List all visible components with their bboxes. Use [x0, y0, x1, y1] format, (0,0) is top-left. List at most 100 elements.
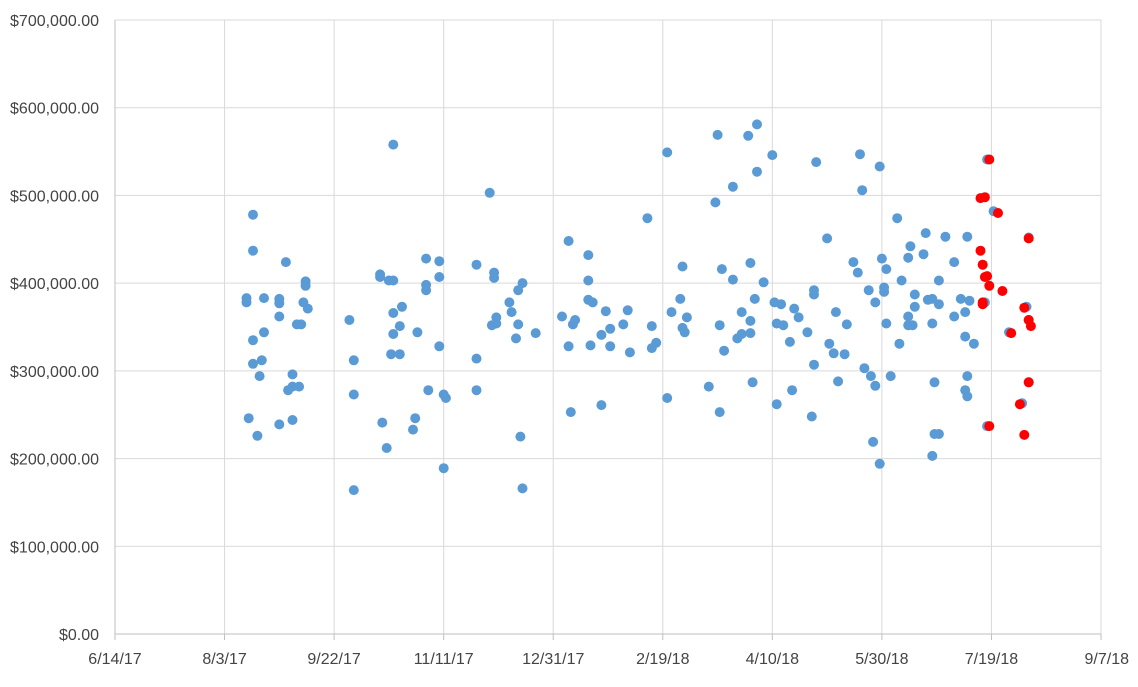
- data-point: [410, 413, 421, 424]
- data-point: [513, 319, 524, 330]
- data-point: [600, 306, 611, 317]
- data-point: [1025, 321, 1036, 332]
- data-point: [909, 301, 920, 312]
- data-point: [294, 381, 305, 392]
- data-point: [865, 371, 876, 382]
- data-point: [806, 411, 817, 422]
- x-tick-label: 8/3/17: [202, 651, 247, 668]
- data-point: [841, 319, 852, 330]
- data-point: [666, 307, 677, 318]
- data-point: [745, 315, 756, 326]
- data-point: [868, 436, 879, 447]
- data-point: [646, 321, 657, 332]
- data-point: [570, 315, 581, 325]
- data-point: [802, 327, 813, 338]
- gridlines: [115, 19, 1102, 634]
- data-point: [894, 338, 905, 349]
- data-point: [248, 358, 258, 369]
- data-point: [960, 307, 971, 318]
- data-point: [241, 297, 252, 308]
- data-point: [848, 257, 859, 268]
- data-point: [793, 312, 804, 323]
- data-point: [1023, 377, 1034, 388]
- x-tick-label: 12/31/17: [522, 651, 584, 668]
- data-point: [412, 327, 423, 338]
- data-point: [993, 208, 1003, 218]
- data-point: [248, 335, 258, 346]
- data-point: [1023, 233, 1034, 244]
- data-point: [879, 286, 890, 297]
- y-tick-label: $0.00: [59, 627, 99, 644]
- data-point: [280, 257, 291, 268]
- y-tick-label: $100,000.00: [10, 539, 99, 556]
- data-point: [892, 213, 903, 224]
- data-point: [375, 272, 386, 282]
- data-point: [859, 363, 870, 374]
- data-point: [471, 385, 482, 396]
- data-point: [927, 318, 938, 329]
- y-axis-tick-labels: $0.00 $100,000.00 $200,000.00 $300,000.00 $4…: [10, 13, 99, 644]
- data-point: [905, 241, 916, 252]
- data-point: [918, 249, 929, 260]
- data-point: [583, 275, 594, 286]
- data-point: [438, 463, 449, 474]
- data-point: [809, 289, 819, 300]
- data-point: [787, 385, 798, 396]
- data-point: [677, 261, 688, 272]
- data-point: [960, 331, 971, 342]
- data-point: [651, 337, 662, 348]
- data-point: [743, 130, 754, 141]
- data-point: [471, 259, 482, 270]
- data-point: [955, 293, 966, 304]
- data-point: [596, 329, 607, 340]
- data-point: [489, 267, 500, 278]
- data-point: [679, 327, 690, 338]
- data-point: [394, 321, 405, 332]
- data-point: [622, 305, 633, 316]
- y-tick-label: $500,000.00: [10, 188, 99, 205]
- data-point: [984, 421, 995, 432]
- data-point: [736, 307, 747, 318]
- data-point: [778, 320, 789, 331]
- x-tick-label: 9/22/17: [307, 651, 360, 668]
- data-point: [749, 293, 760, 304]
- data-point: [863, 285, 874, 296]
- data-point: [421, 253, 432, 264]
- data-point: [907, 320, 918, 331]
- data-point: [727, 274, 738, 285]
- data-point: [833, 376, 844, 387]
- data-point: [758, 277, 769, 288]
- data-point: [710, 197, 721, 208]
- data-point: [381, 443, 392, 453]
- data-point: [563, 236, 574, 246]
- data-point: [933, 275, 944, 286]
- data-point: [517, 278, 528, 289]
- data-point: [874, 458, 885, 469]
- axes: [114, 20, 1102, 640]
- data-point: [736, 329, 747, 339]
- data-point: [784, 336, 795, 347]
- data-point: [557, 311, 567, 322]
- data-point: [949, 311, 960, 322]
- data-point: [254, 371, 265, 382]
- data-point: [388, 329, 399, 339]
- data-point: [434, 341, 445, 352]
- data-point: [388, 275, 399, 286]
- y-tick-label: $700,000.00: [10, 13, 99, 30]
- data-point: [662, 147, 673, 158]
- data-point: [977, 299, 988, 310]
- data-point: [423, 385, 434, 396]
- data-point: [828, 348, 839, 359]
- data-point: [903, 311, 914, 322]
- data-point: [771, 399, 782, 410]
- data-point: [903, 252, 914, 263]
- data-point: [874, 161, 885, 172]
- data-point: [274, 298, 285, 309]
- data-point: [517, 483, 528, 494]
- data-point: [962, 371, 973, 382]
- data-point: [287, 415, 298, 425]
- data-point: [716, 264, 727, 275]
- data-point: [248, 245, 258, 256]
- data-point: [296, 319, 307, 330]
